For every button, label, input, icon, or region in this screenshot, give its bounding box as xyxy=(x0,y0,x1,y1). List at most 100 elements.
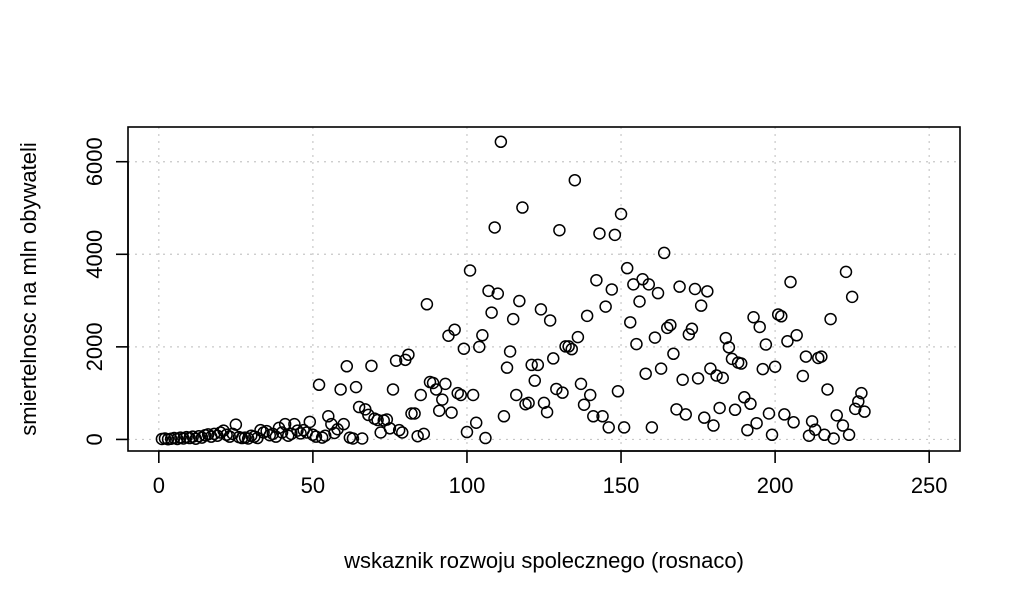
data-point xyxy=(580,309,594,323)
data-point xyxy=(337,417,350,431)
data-point xyxy=(605,283,619,296)
data-point xyxy=(312,378,326,392)
data-point xyxy=(781,335,794,348)
data-point xyxy=(614,207,628,221)
data-point xyxy=(389,354,403,367)
data-point xyxy=(750,416,763,430)
data-point xyxy=(796,369,810,383)
data-point xyxy=(744,397,757,411)
data-point xyxy=(642,278,656,291)
data-point xyxy=(494,135,508,149)
data-point xyxy=(195,431,209,444)
data-point xyxy=(815,350,828,363)
data-point xyxy=(460,425,474,439)
data-point xyxy=(546,352,560,365)
data-point xyxy=(269,430,283,443)
data-point xyxy=(756,362,770,376)
data-point xyxy=(805,415,819,428)
data-point xyxy=(497,410,511,423)
data-point xyxy=(491,287,505,300)
data-point xyxy=(503,345,517,358)
data-point xyxy=(303,415,317,429)
data-point xyxy=(346,432,360,445)
data-point xyxy=(593,227,606,240)
data-point xyxy=(201,428,215,441)
data-point xyxy=(762,407,776,420)
data-point xyxy=(448,323,461,336)
data-point xyxy=(522,396,535,410)
x-axis: 0 50 100 150 200 250 xyxy=(153,450,948,498)
data-point xyxy=(531,358,545,372)
data-point xyxy=(676,373,689,386)
data-point xyxy=(309,430,323,443)
data-point xyxy=(639,367,652,380)
data-point xyxy=(741,423,754,437)
data-point xyxy=(386,383,400,396)
data-point xyxy=(599,300,612,313)
data-point xyxy=(485,306,498,319)
x-tick-label-200: 200 xyxy=(757,473,794,498)
data-point xyxy=(291,424,304,437)
data-point xyxy=(328,426,341,440)
data-point xyxy=(488,221,501,234)
data-point xyxy=(821,383,834,396)
data-point xyxy=(583,388,597,402)
data-point xyxy=(670,403,683,416)
data-point xyxy=(275,426,289,439)
data-point xyxy=(466,388,480,402)
y-axis-title: smiertelnosc na mln obywateli xyxy=(16,142,41,435)
y-tick-label-2000: 2000 xyxy=(82,322,107,371)
data-point xyxy=(479,431,492,445)
data-point xyxy=(445,406,458,419)
data-point xyxy=(500,361,514,374)
data-point xyxy=(775,310,788,323)
data-point xyxy=(855,386,868,400)
data-point xyxy=(380,413,394,426)
data-point xyxy=(734,357,748,370)
data-point xyxy=(510,388,523,402)
data-point xyxy=(704,362,717,375)
x-tick-label-250: 250 xyxy=(911,473,948,498)
plot-frame xyxy=(127,126,961,452)
data-point xyxy=(784,275,797,289)
data-point xyxy=(802,429,816,442)
data-point xyxy=(568,173,582,187)
data-point xyxy=(654,362,668,375)
x-tick-label-100: 100 xyxy=(449,473,486,498)
data-point xyxy=(482,284,495,298)
data-point xyxy=(738,391,751,404)
data-point xyxy=(824,312,837,326)
data-point xyxy=(830,409,843,422)
data-point xyxy=(362,408,375,422)
data-point xyxy=(288,417,301,431)
data-point xyxy=(673,280,686,293)
data-point xyxy=(294,427,307,440)
data-point xyxy=(842,428,856,442)
data-point xyxy=(469,416,483,430)
data-point xyxy=(439,377,452,391)
data-point xyxy=(697,411,711,424)
data-point xyxy=(688,282,702,296)
data-point xyxy=(648,331,662,344)
data-point xyxy=(728,403,742,417)
data-point xyxy=(808,423,822,436)
data-point xyxy=(667,347,680,361)
data-point xyxy=(436,393,449,406)
data-point xyxy=(790,329,803,342)
data-point xyxy=(694,299,708,312)
data-point xyxy=(577,398,591,411)
data-point xyxy=(417,427,431,441)
y-tick-label-6000: 6000 xyxy=(82,137,107,186)
data-point xyxy=(559,340,572,353)
data-point xyxy=(645,421,659,434)
data-point xyxy=(405,407,418,420)
data-points xyxy=(155,135,871,446)
data-point xyxy=(611,385,625,398)
data-point xyxy=(827,432,840,445)
data-point xyxy=(371,413,384,427)
y-tick-label-0: 0 xyxy=(82,433,107,445)
data-point xyxy=(664,318,677,332)
data-point xyxy=(408,407,421,420)
y-tick-label-4000: 4000 xyxy=(82,230,107,279)
